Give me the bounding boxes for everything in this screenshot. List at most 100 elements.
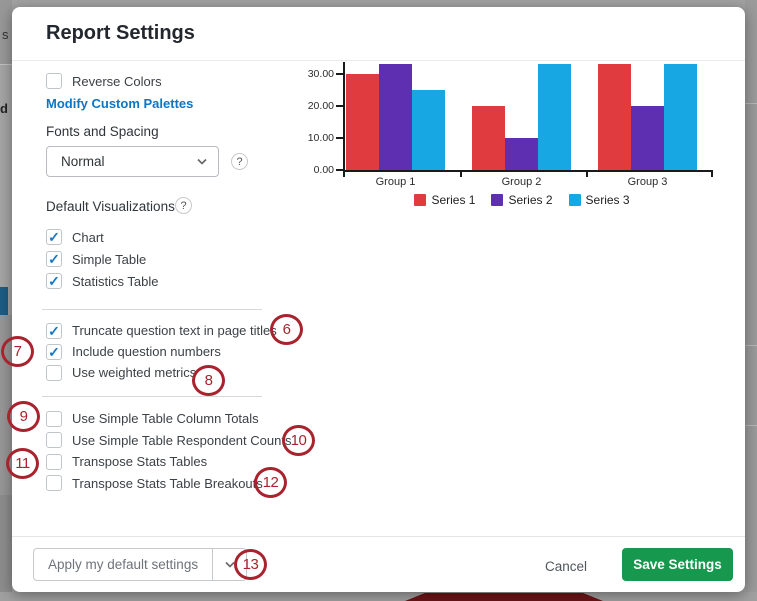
cancel-button[interactable]: Cancel [544,559,587,574]
legend-label: Series 2 [508,193,553,207]
x-axis-tick [343,172,345,177]
apply-settings-dropdown-toggle[interactable] [212,549,246,580]
page-option-checkbox[interactable] [46,364,62,381]
visualization-option-checkbox[interactable]: ✓ [46,251,62,267]
y-axis-tick [336,73,343,75]
help-icon[interactable]: ? [231,153,248,170]
page-option-label: Use weighted metrics [72,365,197,380]
bg-bottom-strip [0,592,757,601]
y-axis-line [343,62,345,172]
table-option-row: Transpose Stats Tables [46,451,291,473]
annotation-circle-12: 12 [254,467,287,498]
y-axis-tick-label: 30.00 [307,68,334,80]
table-option-label: Use Simple Table Respondent Counts [72,432,292,448]
chevron-down-icon [225,561,235,568]
page-options-list: ✓ Truncate question text in page titles ✓ I… [46,320,277,383]
table-option-label: Transpose Stats Tables [72,454,208,470]
annotation-circle-9: 9 [7,401,40,432]
legend-label: Series 3 [585,193,630,207]
bar-series2-group2 [505,138,538,170]
page-option-checkbox[interactable]: ✓ [46,322,62,339]
y-axis-tick [336,105,343,107]
reverse-colors-checkbox[interactable] [46,73,62,89]
report-settings-modal: Report Settings Reverse Colors Modify Cu… [1,7,745,592]
fonts-and-spacing-label: Fonts and Spacing [46,124,159,139]
reverse-colors-label: Reverse Colors [72,73,162,89]
bar-series3-group2 [538,64,571,170]
save-settings-button[interactable]: Save Settings [622,548,733,581]
legend-swatch [568,194,581,206]
help-icon[interactable]: ? [175,197,192,214]
bg-left-strip [0,495,12,601]
annotation-circle-10: 10 [282,425,315,456]
page-option-row: ✓ Include question numbers [46,341,277,362]
visualization-option-label: Statistics Table [72,273,159,289]
bar-series1-group3 [598,64,631,170]
y-axis-tick-label: 20.00 [307,100,334,112]
annotation-circle-6: 6 [270,314,303,345]
section-divider [42,309,262,310]
apply-default-settings-split-button: Apply my default settings [33,548,248,581]
fonts-and-spacing-select[interactable]: Normal [46,146,219,177]
bg-right-strip [745,0,757,601]
select-value: Normal [61,154,105,169]
annotation-circle-7: 7 [1,336,34,367]
table-option-checkbox[interactable] [46,475,62,492]
visualization-option-checkbox[interactable]: ✓ [46,229,62,245]
legend-swatch [414,194,427,206]
bg-text-fragment: d I [0,101,16,116]
bar-series2-group3 [631,106,664,170]
x-axis-category-label: Group 2 [501,176,542,188]
bar-series3-group3 [664,64,697,170]
legend-swatch [491,194,504,206]
visualization-option-label: Simple Table [72,251,147,267]
default-visualizations-list: ✓ Chart ✓ Simple Table ✓ Statistics Table [46,226,158,292]
default-visualizations-label: Default Visualizations [46,199,175,214]
page-option-row: ✓ Truncate question text in page titles [46,320,277,341]
bg-chart-fragment [405,593,603,601]
apply-default-settings-button[interactable]: Apply my default settings [48,557,199,572]
visualization-option-label: Chart [72,229,104,245]
table-options-list: Use Simple Table Column Totals Use Simple… [46,408,291,494]
visualization-option-row: ✓ Chart [46,226,158,248]
x-axis-category-label: Group 1 [375,176,416,188]
page-title: Report Settings [46,22,195,44]
bar-series1-group1 [346,74,379,170]
annotation-circle-13: 13 [234,549,267,580]
page-option-label: Include question numbers [72,344,221,359]
bar-series2-group1 [379,64,412,170]
bg-left-strip [0,65,12,287]
table-option-checkbox[interactable] [46,432,62,449]
bg-divider [745,345,757,346]
x-axis-line [343,170,713,172]
page-option-checkbox[interactable]: ✓ [46,343,62,360]
reverse-colors-row: Reverse Colors [46,73,162,89]
bg-blue-bar [0,287,8,315]
bg-divider [745,425,757,426]
x-axis-tick [586,172,588,177]
y-axis-tick-label: 10.00 [307,132,334,144]
table-option-checkbox[interactable] [46,410,62,427]
bar-series3-group1 [412,90,445,170]
x-axis-category-label: Group 3 [627,176,668,188]
legend-item: Series 1 [414,193,475,207]
bg-left-strip [0,0,12,64]
y-axis-tick [336,169,343,171]
table-option-row: Transpose Stats Table Breakouts [46,473,291,495]
table-option-checkbox[interactable] [46,453,62,470]
bg-divider [0,64,12,65]
visualization-option-checkbox[interactable]: ✓ [46,273,62,289]
modify-custom-palettes-link[interactable]: Modify Custom Palettes [46,96,194,111]
bar-series1-group2 [472,106,505,170]
page-option-row: Use weighted metrics [46,362,277,383]
legend-item: Series 2 [491,193,553,207]
chart-preview: Group 1 Group 2 Group 3 30.00 20.00 10.00 0.00… [12,7,745,592]
chevron-down-icon [197,158,207,165]
table-option-label: Use Simple Table Column Totals [72,411,259,427]
table-option-row: Use Simple Table Respondent Counts [46,430,291,452]
visualization-option-row: ✓ Statistics Table [46,270,158,292]
legend-label: Series 1 [431,193,476,207]
modal-header: Report Settings [12,7,745,61]
y-axis-tick-label: 0.00 [313,164,334,176]
table-option-row: Use Simple Table Column Totals [46,408,291,430]
